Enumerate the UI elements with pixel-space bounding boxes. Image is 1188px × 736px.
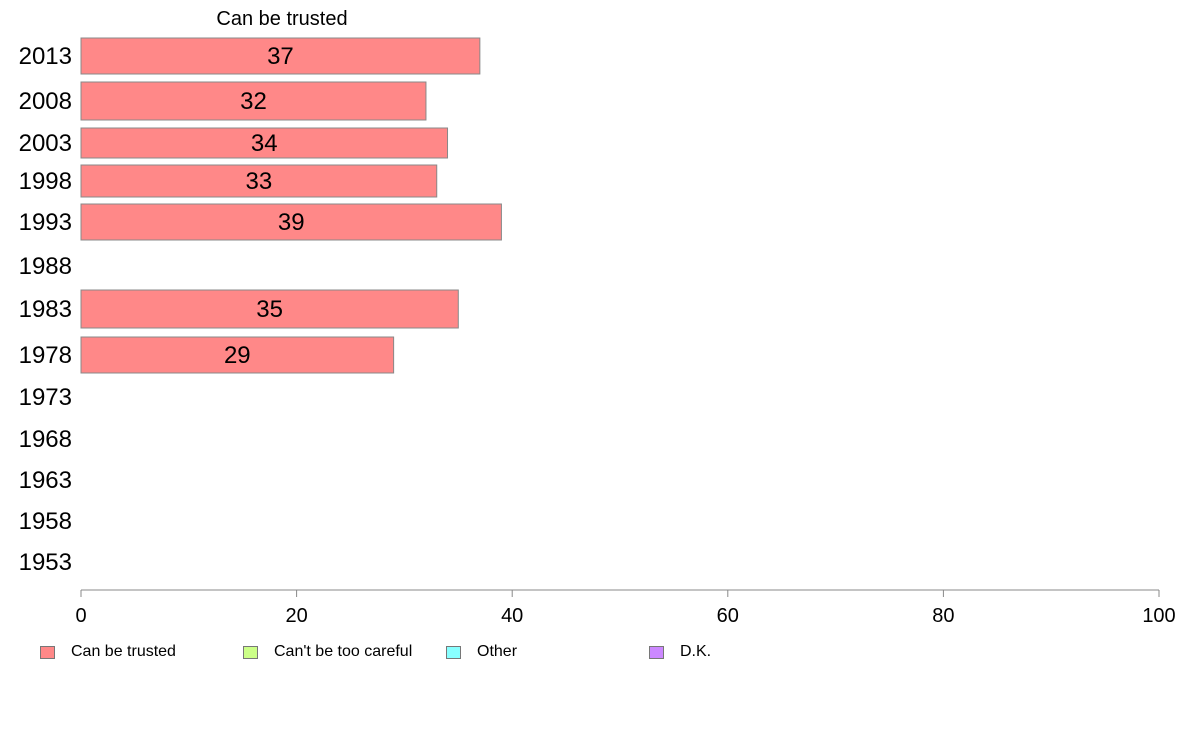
bar (80, 81, 427, 121)
legend-swatch-icon (649, 645, 664, 659)
y-tick-label: 1953 (19, 549, 72, 576)
bar-value-label: 33 (246, 168, 273, 195)
x-tick-label: 80 (932, 605, 954, 627)
y-tick-label: 1998 (19, 168, 72, 195)
legend-item-cant-be-too-careful: Can't be too careful (243, 643, 412, 661)
y-tick-label: 1968 (19, 426, 72, 453)
x-tick-label: 100 (1142, 605, 1175, 627)
x-tick-label: 60 (717, 605, 739, 627)
legend-swatch-icon (446, 645, 461, 659)
bar (80, 336, 395, 374)
y-tick-label: 2003 (19, 130, 72, 157)
x-axis: 0 20 40 60 80 100 (75, 589, 1176, 627)
y-tick-label: 1958 (19, 508, 72, 535)
legend-item-can-be-trusted: Can be trusted (40, 643, 176, 661)
bar-value-label: 32 (240, 88, 267, 115)
legend-item-dk: D.K. (649, 643, 711, 661)
y-tick-label: 1983 (19, 296, 72, 323)
legend-label: D.K. (680, 643, 712, 660)
y-axis-labels: 2013 2008 2003 1998 1993 1988 1983 1978 1973 1968… (19, 43, 72, 576)
legend-item-other: Other (446, 643, 517, 661)
y-tick-label: 1988 (19, 253, 72, 280)
y-tick-label: 2013 (19, 43, 72, 70)
legend-label: Can be trusted (71, 643, 176, 660)
y-tick-label: 1993 (19, 209, 72, 236)
chart-title: Can be trusted (216, 8, 347, 30)
y-tick-label: 1963 (19, 467, 72, 494)
y-tick-label: 1973 (19, 384, 72, 411)
x-tick-label: 40 (501, 605, 523, 627)
y-tick-label: 2008 (19, 88, 72, 115)
bar (80, 127, 449, 159)
y-tick-label: 1978 (19, 342, 72, 369)
bar (80, 203, 502, 241)
bar-value-label: 34 (251, 130, 278, 157)
bar-value-label: 39 (278, 209, 305, 236)
x-tick-label: 20 (285, 605, 307, 627)
legend-swatch-icon (243, 645, 258, 659)
bar-value-label: 35 (256, 296, 283, 323)
bar (80, 164, 438, 198)
bar-value-label: 37 (267, 43, 294, 70)
legend: Can be trusted Can't be too careful Othe… (0, 643, 1188, 663)
bar (80, 289, 459, 329)
legend-label: Can't be too careful (274, 643, 413, 660)
bar (80, 37, 481, 75)
legend-label: Other (477, 643, 518, 660)
legend-swatch-icon (40, 645, 55, 659)
bar-value-label: 29 (224, 342, 251, 369)
x-tick-label: 0 (75, 605, 86, 627)
